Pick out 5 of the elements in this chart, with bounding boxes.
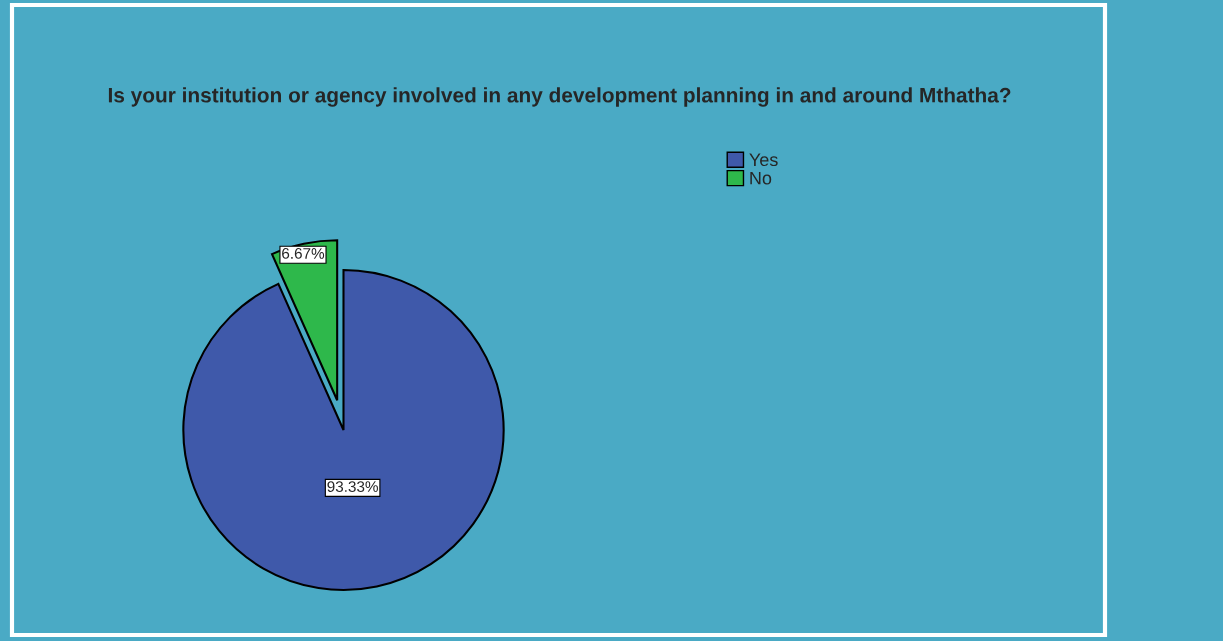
legend-label: No (750, 171, 772, 185)
chart-title: Is your institution or agency involved in any development planning in and around Mthatha? (108, 87, 1011, 107)
data-label: 93.33% (327, 481, 378, 493)
legend-label: Yes (749, 153, 778, 167)
data-label: 6.67% (282, 248, 325, 259)
